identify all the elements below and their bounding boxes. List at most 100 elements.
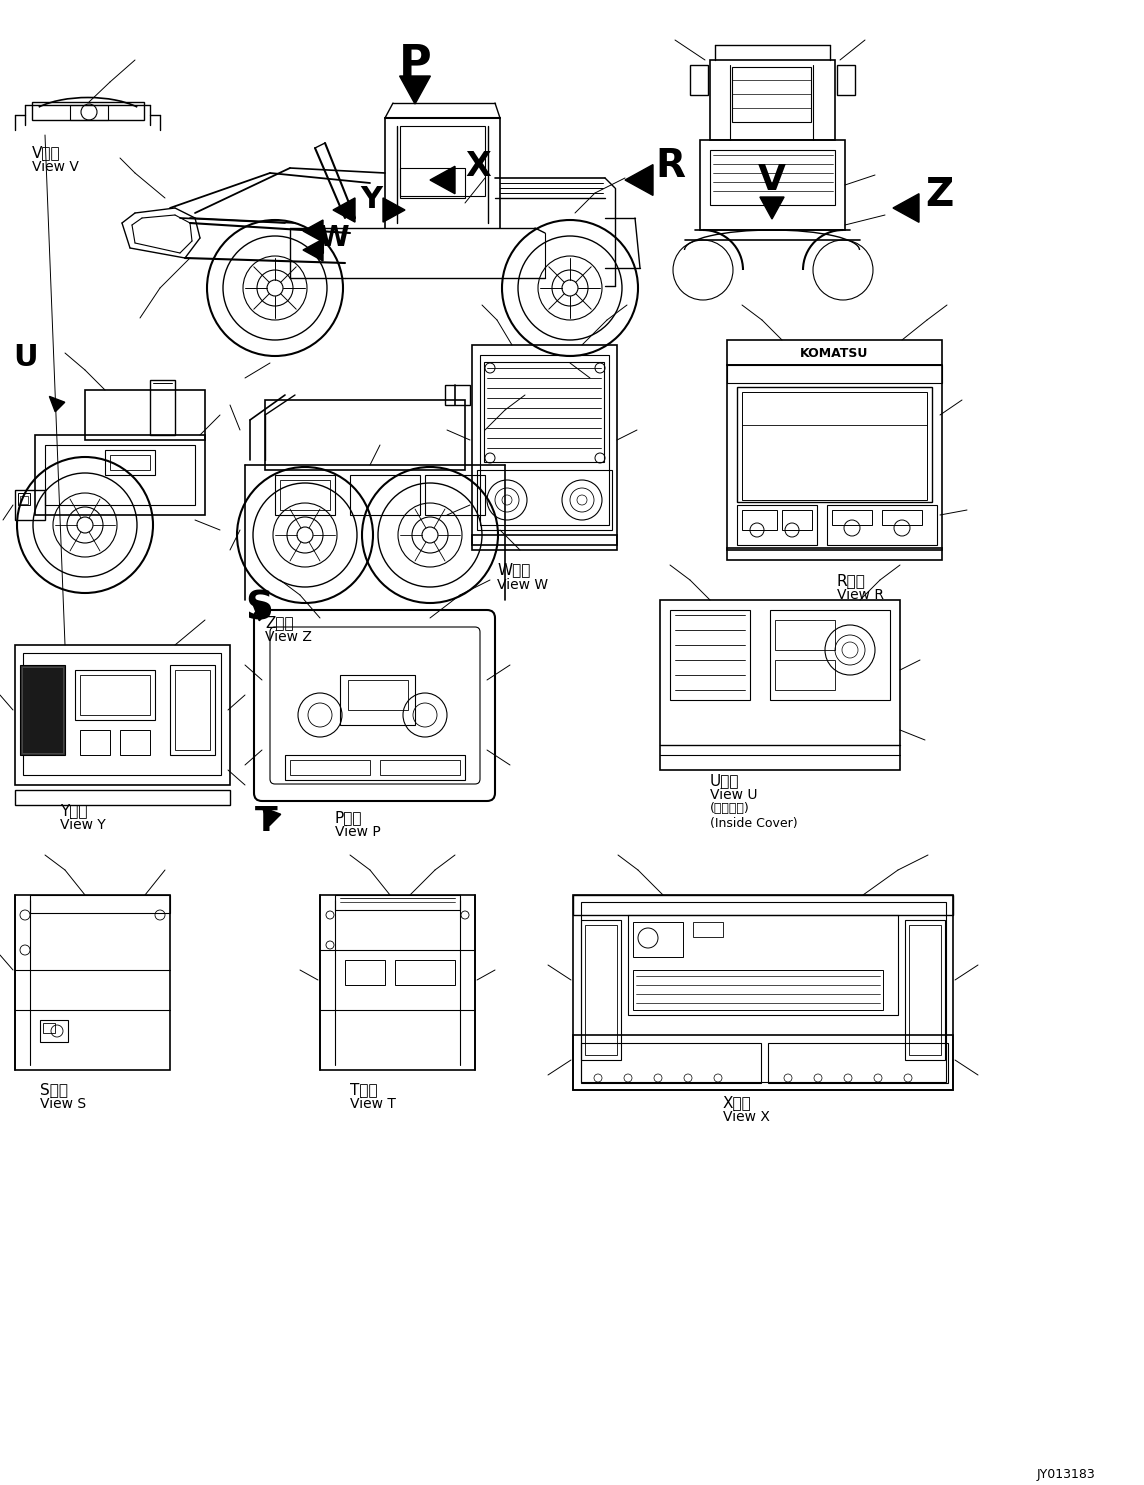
Polygon shape bbox=[333, 198, 355, 223]
Bar bbox=[19, 665, 65, 754]
Text: View X: View X bbox=[723, 1109, 770, 1124]
Bar bbox=[581, 901, 946, 1083]
Bar bbox=[19, 496, 27, 503]
Text: R　視: R 視 bbox=[837, 573, 866, 588]
Text: (カバー内): (カバー内) bbox=[710, 802, 749, 815]
Bar bbox=[265, 399, 464, 469]
Bar bbox=[732, 67, 811, 122]
Text: P: P bbox=[398, 43, 431, 86]
Polygon shape bbox=[760, 198, 784, 218]
Bar bbox=[345, 959, 386, 985]
Text: W　視: W 視 bbox=[496, 561, 531, 578]
Bar bbox=[76, 670, 154, 720]
Bar bbox=[573, 1035, 953, 1090]
Bar bbox=[633, 922, 683, 956]
Text: JY013183: JY013183 bbox=[1036, 1469, 1095, 1481]
Bar bbox=[768, 1042, 948, 1083]
Bar bbox=[693, 922, 723, 937]
Text: P　視: P 視 bbox=[335, 809, 363, 826]
Bar bbox=[105, 450, 154, 475]
Bar bbox=[690, 65, 708, 95]
Polygon shape bbox=[253, 603, 271, 621]
Polygon shape bbox=[430, 166, 455, 193]
Bar bbox=[32, 102, 144, 120]
Text: KOMATSU: KOMATSU bbox=[800, 347, 868, 359]
Text: U: U bbox=[13, 343, 38, 373]
Polygon shape bbox=[49, 396, 65, 411]
Bar bbox=[573, 895, 953, 1090]
Bar bbox=[340, 676, 415, 725]
Text: X　視: X 視 bbox=[723, 1094, 752, 1109]
Bar bbox=[742, 509, 777, 530]
Text: View U: View U bbox=[710, 789, 757, 802]
Bar bbox=[837, 65, 855, 95]
Bar bbox=[480, 355, 609, 526]
Bar bbox=[40, 1020, 67, 1042]
Bar bbox=[120, 731, 150, 754]
Bar bbox=[22, 667, 63, 753]
Bar bbox=[700, 140, 845, 230]
Text: Y　視: Y 視 bbox=[59, 803, 87, 818]
Bar bbox=[633, 970, 883, 1010]
Bar bbox=[335, 895, 460, 910]
Bar bbox=[275, 475, 335, 515]
Bar bbox=[80, 676, 150, 714]
Bar bbox=[400, 168, 464, 198]
Bar bbox=[737, 388, 932, 502]
Bar bbox=[380, 760, 460, 775]
Bar bbox=[573, 895, 953, 915]
Polygon shape bbox=[383, 198, 405, 223]
Bar bbox=[30, 895, 170, 913]
Bar bbox=[70, 105, 108, 120]
Text: W: W bbox=[318, 224, 348, 252]
Text: S　視: S 視 bbox=[40, 1083, 67, 1097]
Bar bbox=[400, 126, 485, 196]
Bar bbox=[289, 760, 370, 775]
Bar bbox=[43, 1023, 55, 1034]
Bar bbox=[726, 365, 942, 549]
Text: Z: Z bbox=[925, 177, 953, 214]
Bar bbox=[445, 385, 470, 405]
Bar bbox=[660, 600, 900, 771]
Text: View T: View T bbox=[350, 1097, 396, 1111]
Bar bbox=[320, 895, 475, 1071]
Text: U　視: U 視 bbox=[710, 774, 739, 789]
Bar bbox=[726, 548, 942, 560]
Text: View Z: View Z bbox=[265, 630, 312, 644]
Bar bbox=[670, 610, 750, 699]
Text: View V: View V bbox=[32, 160, 79, 174]
Text: View R: View R bbox=[837, 588, 884, 601]
Bar bbox=[742, 392, 927, 500]
Text: T　視: T 視 bbox=[350, 1083, 378, 1097]
Bar bbox=[80, 731, 110, 754]
Bar bbox=[15, 895, 170, 1071]
Bar bbox=[85, 391, 205, 440]
Bar bbox=[710, 59, 835, 140]
Bar bbox=[774, 621, 835, 650]
Bar bbox=[45, 446, 194, 505]
Bar bbox=[726, 340, 942, 365]
Bar bbox=[23, 653, 221, 775]
Bar bbox=[581, 1042, 761, 1083]
Polygon shape bbox=[303, 239, 323, 261]
Bar bbox=[484, 362, 604, 462]
Text: View P: View P bbox=[335, 826, 381, 839]
Bar bbox=[150, 380, 175, 435]
Bar bbox=[170, 665, 215, 754]
Bar bbox=[472, 345, 617, 545]
Bar bbox=[18, 493, 30, 505]
Text: R: R bbox=[656, 147, 685, 186]
Bar bbox=[909, 925, 942, 1054]
Text: View S: View S bbox=[40, 1097, 86, 1111]
Bar bbox=[782, 509, 812, 530]
Text: V: V bbox=[758, 163, 786, 198]
Bar bbox=[710, 150, 835, 205]
Text: (Inside Cover): (Inside Cover) bbox=[710, 817, 797, 830]
Polygon shape bbox=[399, 76, 430, 104]
Bar bbox=[175, 670, 210, 750]
Bar bbox=[426, 475, 485, 515]
Bar bbox=[585, 925, 617, 1054]
Bar bbox=[581, 921, 621, 1060]
Bar bbox=[827, 505, 937, 545]
Bar bbox=[628, 915, 898, 1016]
